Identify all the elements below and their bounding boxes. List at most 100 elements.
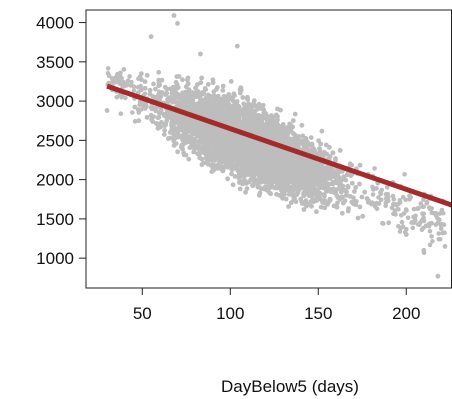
data-point	[229, 147, 235, 152]
data-point	[317, 195, 323, 201]
data-point	[106, 73, 112, 79]
data-point	[265, 188, 270, 193]
data-point	[167, 130, 173, 135]
data-point	[334, 193, 340, 199]
data-point	[230, 182, 236, 188]
data-point	[211, 113, 216, 119]
data-point	[225, 176, 231, 182]
data-point	[120, 93, 125, 99]
data-point	[258, 164, 263, 170]
data-point	[266, 169, 272, 175]
data-point	[357, 204, 363, 210]
data-point	[316, 151, 322, 157]
data-point	[229, 171, 234, 177]
data-point	[208, 130, 214, 136]
data-point	[376, 195, 381, 200]
data-point	[304, 200, 309, 206]
data-point	[232, 174, 238, 179]
data-point	[312, 159, 317, 165]
data-point	[303, 159, 309, 165]
data-point	[437, 236, 443, 242]
data-point	[286, 204, 291, 209]
data-point	[222, 116, 228, 122]
data-point	[429, 234, 434, 239]
data-point	[273, 112, 279, 118]
data-point	[256, 120, 262, 126]
data-point	[304, 139, 310, 145]
data-point	[176, 121, 182, 126]
data-point	[288, 127, 294, 133]
data-point	[323, 173, 329, 178]
data-point	[212, 157, 218, 163]
data-point	[217, 132, 222, 138]
data-point	[346, 206, 351, 211]
data-point	[343, 177, 349, 183]
data-point	[301, 169, 307, 175]
data-point	[421, 225, 426, 231]
x-axis: 50 100 150 200	[133, 288, 420, 323]
data-point	[181, 152, 187, 158]
data-point	[416, 205, 421, 211]
data-point	[182, 95, 188, 100]
data-point	[113, 79, 119, 85]
data-point	[204, 150, 210, 155]
data-point	[262, 114, 268, 119]
data-point	[245, 164, 250, 170]
data-point	[287, 189, 293, 195]
data-point	[228, 79, 234, 84]
data-point	[269, 150, 274, 156]
outlier-point	[442, 244, 448, 249]
data-point	[234, 99, 240, 104]
data-point	[334, 180, 339, 186]
data-point	[283, 163, 289, 168]
data-point	[224, 160, 230, 166]
data-point	[311, 199, 317, 205]
data-point	[380, 220, 385, 226]
data-point	[321, 168, 327, 174]
data-point	[310, 174, 316, 180]
data-point	[269, 126, 274, 132]
data-point	[180, 77, 185, 83]
data-point	[174, 128, 179, 134]
data-point	[240, 149, 245, 155]
data-point	[325, 181, 330, 187]
data-point	[159, 119, 164, 125]
data-point	[215, 163, 221, 169]
data-point	[379, 187, 385, 193]
data-point	[257, 125, 263, 131]
data-point	[345, 171, 351, 177]
data-point	[301, 207, 307, 212]
data-point	[142, 105, 148, 110]
data-point	[187, 138, 193, 144]
data-point	[237, 186, 243, 192]
data-point	[195, 82, 200, 87]
data-point	[296, 161, 302, 166]
data-point	[171, 97, 177, 102]
data-point	[115, 71, 120, 77]
data-point	[345, 183, 351, 189]
data-point	[266, 147, 272, 153]
data-point	[325, 202, 330, 207]
data-point	[317, 147, 323, 153]
data-point	[438, 222, 444, 228]
data-point	[371, 187, 376, 192]
data-point	[378, 191, 384, 196]
data-point	[198, 127, 204, 133]
data-point	[299, 122, 305, 128]
data-point	[230, 143, 236, 149]
data-point	[164, 90, 170, 96]
data-point	[305, 147, 311, 153]
data-point	[239, 111, 245, 117]
data-point	[355, 215, 361, 221]
data-point	[265, 121, 271, 127]
data-point	[274, 180, 280, 186]
data-point	[120, 84, 125, 90]
data-point	[405, 215, 411, 221]
data-point	[384, 185, 390, 190]
data-point	[225, 97, 230, 103]
data-point	[196, 140, 202, 146]
data-point	[124, 83, 130, 88]
data-point	[292, 111, 298, 117]
data-point	[185, 75, 191, 81]
data-point	[199, 149, 205, 155]
